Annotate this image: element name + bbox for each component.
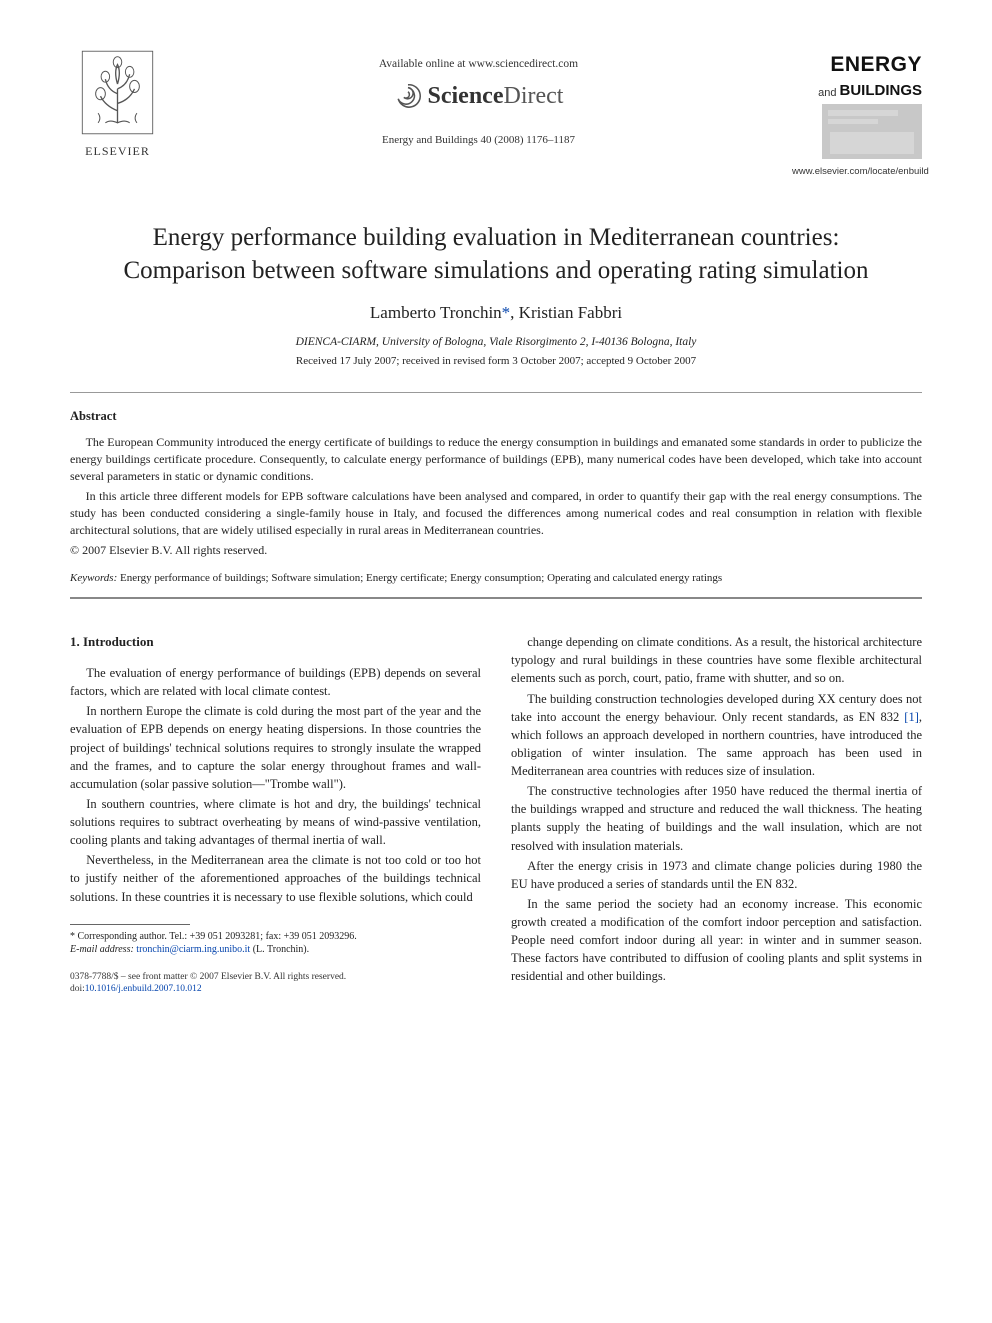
column-left: 1. Introduction The evaluation of energy… [70,633,481,996]
body-columns: 1. Introduction The evaluation of energy… [70,633,922,996]
right-p4: After the energy crisis in 1973 and clim… [511,857,922,893]
abstract-heading: Abstract [70,407,922,425]
footnote-line1: * Corresponding author. Tel.: +39 051 20… [70,930,481,944]
keywords-label: Keywords: [70,572,117,584]
journal-logo-top: ENERGY [792,50,922,80]
publisher-label: ELSEVIER [70,143,165,160]
footnote-rule [70,924,190,925]
abstract-rule-bottom [70,597,922,599]
copyright-line: © 2007 Elsevier B.V. All rights reserved… [70,542,922,559]
keywords-line: Keywords: Energy performance of building… [70,571,922,587]
sciencedirect-text: ScienceDirect [428,79,564,114]
doi-link[interactable]: 10.1016/j.enbuild.2007.10.012 [85,984,202,994]
front-matter-line: 0378-7788/$ – see front matter © 2007 El… [70,971,481,984]
page-header: ELSEVIER Available online at www.science… [70,50,922,179]
journal-block: ENERGY andBUILDINGS www.elsevier.com/loc… [792,50,922,179]
footnote-email-line: E-mail address: tronchin@ciarm.ing.unibo… [70,943,481,957]
section-1-heading: 1. Introduction [70,633,481,652]
journal-url[interactable]: www.elsevier.com/locate/enbuild [792,165,922,179]
journal-logo: ENERGY andBUILDINGS [792,50,922,102]
ref-1-link[interactable]: [1] [904,710,919,724]
column-right: change depending on climate conditions. … [511,633,922,996]
keywords-text: Energy performance of buildings; Softwar… [117,572,722,584]
article-dates: Received 17 July 2007; received in revis… [70,354,922,370]
email-link[interactable]: tronchin@ciarm.ing.unibo.it [136,944,250,955]
left-p1: The evaluation of energy performance of … [70,664,481,700]
corresponding-footnote: * Corresponding author. Tel.: +39 051 20… [70,930,481,957]
abstract-p1: The European Community introduced the en… [70,434,922,486]
header-center: Available online at www.sciencedirect.co… [165,50,792,149]
publisher-block: ELSEVIER [70,50,165,160]
email-label: E-mail address: [70,944,134,955]
elsevier-tree-icon [80,50,155,135]
journal-cover-thumb [822,104,922,159]
author-1: Lamberto Tronchin [370,303,502,322]
footer-meta: 0378-7788/$ – see front matter © 2007 El… [70,971,481,997]
author-2: Kristian Fabbri [519,303,622,322]
article-title: Energy performance building evaluation i… [110,221,882,287]
right-p5: In the same period the society had an ec… [511,895,922,986]
left-p3: In southern countries, where climate is … [70,795,481,849]
right-p2: The building construction technologies d… [511,690,922,781]
left-p4: Nevertheless, in the Mediterranean area … [70,851,481,905]
sciencedirect-swirl-icon [394,82,422,110]
abstract-section: Abstract The European Community introduc… [70,407,922,559]
right-p3: The constructive technologies after 1950… [511,782,922,855]
authors: Lamberto Tronchin*, Kristian Fabbri [70,301,922,326]
journal-citation: Energy and Buildings 40 (2008) 1176–1187 [165,133,792,149]
right-p1: change depending on climate conditions. … [511,633,922,687]
abstract-rule-top [70,392,922,393]
left-p2: In northern Europe the climate is cold d… [70,702,481,793]
abstract-p2: In this article three different models f… [70,488,922,540]
doi-line: doi:10.1016/j.enbuild.2007.10.012 [70,983,481,996]
corresponding-marker[interactable]: * [502,303,511,322]
affiliation: DIENCA-CIARM, University of Bologna, Via… [70,334,922,351]
journal-logo-bottom-line: andBUILDINGS [792,80,922,102]
sciencedirect-mark: ScienceDirect [394,79,564,114]
available-online-text: Available online at www.sciencedirect.co… [165,56,792,73]
